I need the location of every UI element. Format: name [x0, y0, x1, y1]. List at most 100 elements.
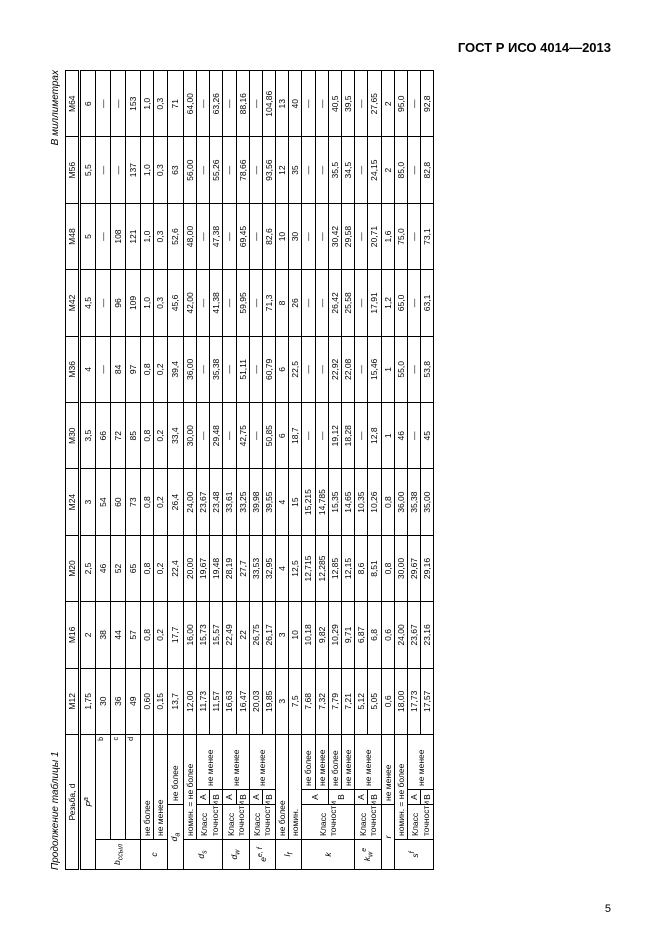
data-cell: 4,5: [80, 270, 96, 336]
data-cell: 35: [289, 137, 302, 203]
data-cell: 22,4: [167, 535, 183, 601]
data-cell: 4: [276, 469, 289, 535]
data-cell: 96: [111, 270, 126, 336]
data-cell: 7,21: [342, 668, 355, 734]
data-cell: —: [249, 336, 262, 402]
row-k: k: [302, 840, 355, 870]
data-cell: 65,0: [394, 270, 407, 336]
data-cell: 20,71: [368, 203, 381, 269]
data-cell: 30: [289, 203, 302, 269]
data-cell: 3: [276, 602, 289, 668]
data-cell: —: [96, 71, 111, 137]
data-cell: 1,0: [141, 71, 154, 137]
data-cell: 12,15: [342, 535, 355, 601]
data-cell: 0,2: [154, 535, 167, 601]
row-c: c: [141, 840, 167, 870]
data-cell: 1,0: [141, 203, 154, 269]
data-cell: 12,285: [315, 535, 328, 601]
data-cell: 30: [96, 668, 111, 734]
data-cell: 7,5: [289, 668, 302, 734]
data-cell: 7,68: [302, 668, 315, 734]
data-cell: 23,67: [196, 469, 209, 535]
data-cell: 26,75: [249, 602, 262, 668]
data-cell: 10,18: [302, 602, 315, 668]
col-header: M20: [66, 535, 80, 601]
data-cell: 3: [276, 668, 289, 734]
data-cell: 6,8: [368, 602, 381, 668]
data-cell: 57: [126, 602, 141, 668]
data-cell: 63,26: [210, 71, 223, 137]
data-cell: 65: [126, 535, 141, 601]
data-cell: —: [96, 203, 111, 269]
data-cell: 12,00: [183, 668, 196, 734]
data-cell: 16,47: [236, 668, 249, 734]
data-cell: 0,8: [381, 535, 394, 601]
data-cell: 12,85: [328, 535, 341, 601]
data-cell: 20,03: [249, 668, 262, 734]
data-cell: 29,67: [407, 535, 420, 601]
data-cell: 72: [111, 403, 126, 469]
data-cell: 17,73: [407, 668, 420, 734]
data-cell: —: [96, 270, 111, 336]
data-cell: 15: [289, 469, 302, 535]
data-cell: 104,86: [262, 71, 275, 137]
data-cell: 56,00: [183, 137, 196, 203]
data-cell: —: [249, 203, 262, 269]
data-cell: 13: [276, 71, 289, 137]
row-lf: lf: [276, 840, 302, 870]
row-kw: kwe: [355, 840, 381, 870]
data-cell: 23,16: [421, 602, 434, 668]
data-cell: —: [96, 137, 111, 203]
data-cell: 39,55: [262, 469, 275, 535]
data-cell: 52,6: [167, 203, 183, 269]
data-cell: 6: [276, 336, 289, 402]
data-cell: 82,6: [262, 203, 275, 269]
data-cell: 39,98: [249, 469, 262, 535]
data-cell: 0,15: [154, 668, 167, 734]
data-cell: 108: [111, 203, 126, 269]
data-cell: 0,2: [154, 602, 167, 668]
data-cell: 0,6: [381, 668, 394, 734]
data-cell: 50,85: [262, 403, 275, 469]
data-cell: 27,65: [368, 71, 381, 137]
data-cell: 14,65: [342, 469, 355, 535]
data-cell: 22,92: [328, 336, 341, 402]
data-cell: 71: [167, 71, 183, 137]
data-cell: 54: [96, 469, 111, 535]
data-cell: 1,6: [381, 203, 394, 269]
data-cell: 45,6: [167, 270, 183, 336]
table-wrapper: Продолжение таблицы 1 В миллиметрах Резь…: [50, 70, 434, 870]
data-cell: 2,5: [80, 535, 96, 601]
data-cell: —: [196, 137, 209, 203]
data-cell: —: [223, 336, 236, 402]
data-cell: 26,17: [262, 602, 275, 668]
data-cell: 52: [111, 535, 126, 601]
data-cell: —: [111, 137, 126, 203]
data-cell: 0,3: [154, 137, 167, 203]
data-cell: 7,79: [328, 668, 341, 734]
data-cell: —: [315, 270, 328, 336]
data-cell: —: [196, 336, 209, 402]
data-cell: 6: [80, 71, 96, 137]
data-cell: 22: [236, 602, 249, 668]
data-cell: —: [355, 336, 368, 402]
data-cell: —: [355, 137, 368, 203]
data-cell: 20,00: [183, 535, 196, 601]
data-cell: 7,32: [315, 668, 328, 734]
data-cell: —: [249, 137, 262, 203]
data-cell: 71,3: [262, 270, 275, 336]
data-cell: 88,16: [236, 71, 249, 137]
data-cell: 30,00: [394, 535, 407, 601]
row-s: sf: [394, 840, 434, 870]
data-cell: 75,0: [394, 203, 407, 269]
data-cell: 0,2: [154, 336, 167, 402]
data-cell: 4: [80, 336, 96, 402]
data-cell: 40,5: [328, 71, 341, 137]
data-cell: 95,0: [394, 71, 407, 137]
data-cell: —: [223, 71, 236, 137]
col-header: M24: [66, 469, 80, 535]
data-cell: 16,63: [223, 668, 236, 734]
col-header: M30: [66, 403, 80, 469]
data-cell: 0,3: [154, 270, 167, 336]
data-cell: 153: [126, 71, 141, 137]
